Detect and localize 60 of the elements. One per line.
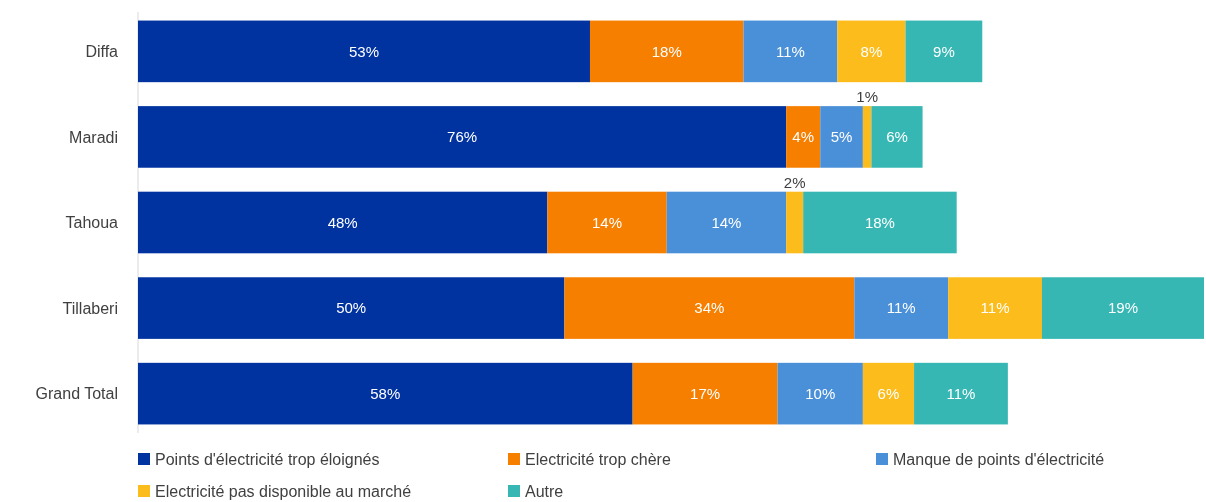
data-label: 17% xyxy=(690,384,721,402)
data-label: 48% xyxy=(327,213,358,231)
bar xyxy=(666,191,787,254)
data-label: 6% xyxy=(886,128,908,146)
bar xyxy=(138,362,633,425)
y-tick-label: Tahoua xyxy=(65,214,119,232)
bar xyxy=(854,277,949,339)
legend-label: Electricité trop chère xyxy=(525,450,671,468)
data-label: 8% xyxy=(860,42,883,60)
data-label: 18% xyxy=(864,213,895,231)
data-label: 19% xyxy=(1107,299,1138,317)
data-label: 14% xyxy=(711,213,742,231)
bar xyxy=(786,191,804,254)
bar xyxy=(871,106,923,168)
y-tick-label: Maradi xyxy=(69,128,118,146)
data-label: 11% xyxy=(886,299,916,317)
bar xyxy=(547,191,667,254)
bar xyxy=(743,20,838,83)
data-label: 1% xyxy=(856,88,878,106)
bar xyxy=(820,106,863,168)
data-label: 11% xyxy=(980,299,1010,317)
data-label: 9% xyxy=(933,42,955,60)
bar xyxy=(862,362,915,425)
bar xyxy=(138,191,548,254)
bar xyxy=(138,277,565,339)
legend-label: Manque de points d'électricité xyxy=(893,450,1105,468)
data-label: 10% xyxy=(805,384,836,402)
bar xyxy=(862,106,872,168)
y-tick-label: Diffa xyxy=(85,42,119,60)
data-label: 11% xyxy=(775,42,805,60)
bar xyxy=(138,20,590,83)
data-label: 11% xyxy=(946,384,976,402)
legend-label: Points d'électricité trop éloignés xyxy=(155,450,380,468)
bar xyxy=(564,277,855,339)
legend-label: Autre xyxy=(525,482,564,500)
bar xyxy=(905,20,983,83)
bar xyxy=(138,106,787,168)
data-label: 18% xyxy=(651,42,682,60)
bar xyxy=(786,106,821,168)
bar xyxy=(803,191,957,254)
bar xyxy=(948,277,1042,339)
bar xyxy=(632,362,778,425)
data-label: 6% xyxy=(877,384,900,402)
y-tick-label: Grand Total xyxy=(35,385,118,403)
data-label: 58% xyxy=(370,384,401,402)
y-tick-label: Tillaberi xyxy=(62,299,118,317)
bar xyxy=(589,20,744,83)
data-label: 2% xyxy=(783,173,806,191)
data-label: 76% xyxy=(447,128,478,146)
bar xyxy=(914,362,1008,425)
data-label: 5% xyxy=(830,128,853,146)
bar xyxy=(777,362,863,425)
bar xyxy=(1041,277,1204,339)
data-label: 50% xyxy=(336,299,367,317)
data-label: 53% xyxy=(348,42,380,60)
legend-label: Electricité pas disponible au marché xyxy=(155,482,412,500)
data-label: 14% xyxy=(592,213,623,231)
bar xyxy=(837,20,906,83)
data-label: 4% xyxy=(792,128,815,146)
data-label: 34% xyxy=(694,299,725,317)
